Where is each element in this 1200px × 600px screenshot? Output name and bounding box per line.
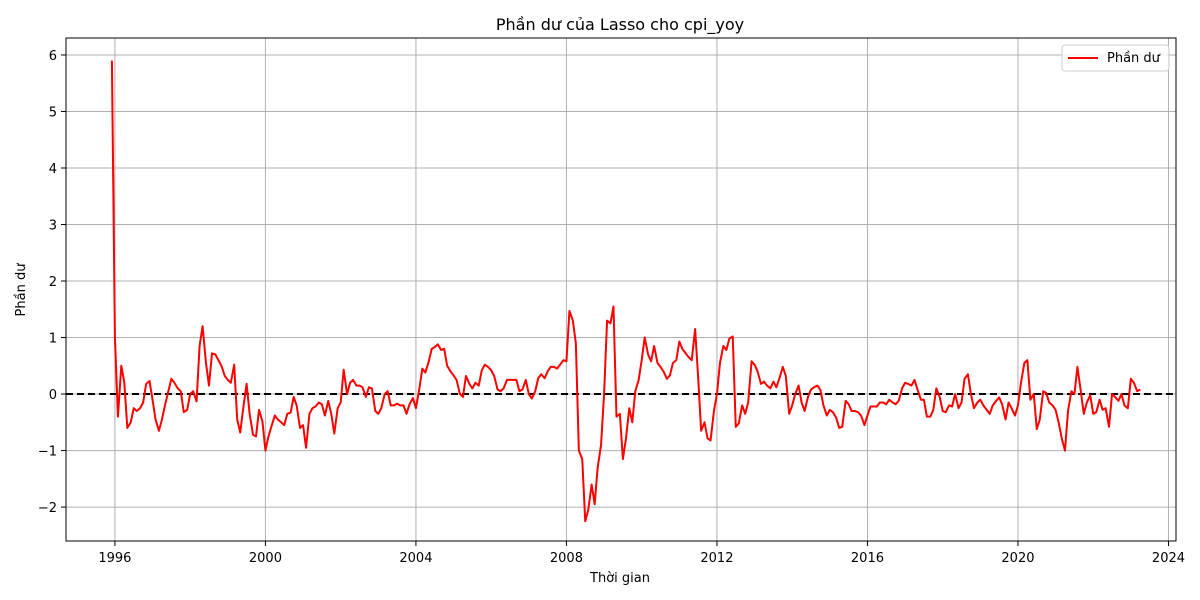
y-tick-label: 4 <box>49 162 57 177</box>
y-tick-label: 2 <box>49 275 57 290</box>
y-axis-label: Phần dư <box>14 263 29 317</box>
series-layer <box>110 60 1141 523</box>
y-tick-label: 5 <box>49 105 57 120</box>
y-tick-label: 3 <box>49 219 57 234</box>
legend-label-residual: Phần dư <box>1107 51 1161 66</box>
y-tick-label: −2 <box>38 501 57 516</box>
series-line-residual <box>110 60 1141 523</box>
x-axis-label: Thời gian <box>589 571 650 586</box>
x-tick-label: 2008 <box>550 551 583 566</box>
y-tick-label: 1 <box>49 332 57 347</box>
x-tick-label: 1996 <box>98 551 131 566</box>
y-tick-label: −1 <box>38 445 57 460</box>
x-tick-label: 2004 <box>399 551 432 566</box>
x-tick-label: 2024 <box>1152 551 1185 566</box>
legend-box <box>1061 44 1170 72</box>
legend: Phần dư <box>1061 44 1170 72</box>
x-tick-label: 2016 <box>851 551 884 566</box>
tick-layer: 1996 2000 2004 2008 2012 2016 2020 2024 −2 −1 0 1 2 3… <box>38 49 1185 566</box>
chart-title: Phần dư của Lasso cho cpi_yoy <box>496 15 744 35</box>
grid-layer <box>66 38 1176 541</box>
x-tick-label: 2012 <box>700 551 733 566</box>
x-tick-label: 2000 <box>249 551 282 566</box>
y-tick-label: 0 <box>49 388 57 403</box>
y-tick-label: 6 <box>49 49 57 64</box>
plot-frame <box>65 37 1177 542</box>
x-tick-label: 2020 <box>1001 551 1034 566</box>
